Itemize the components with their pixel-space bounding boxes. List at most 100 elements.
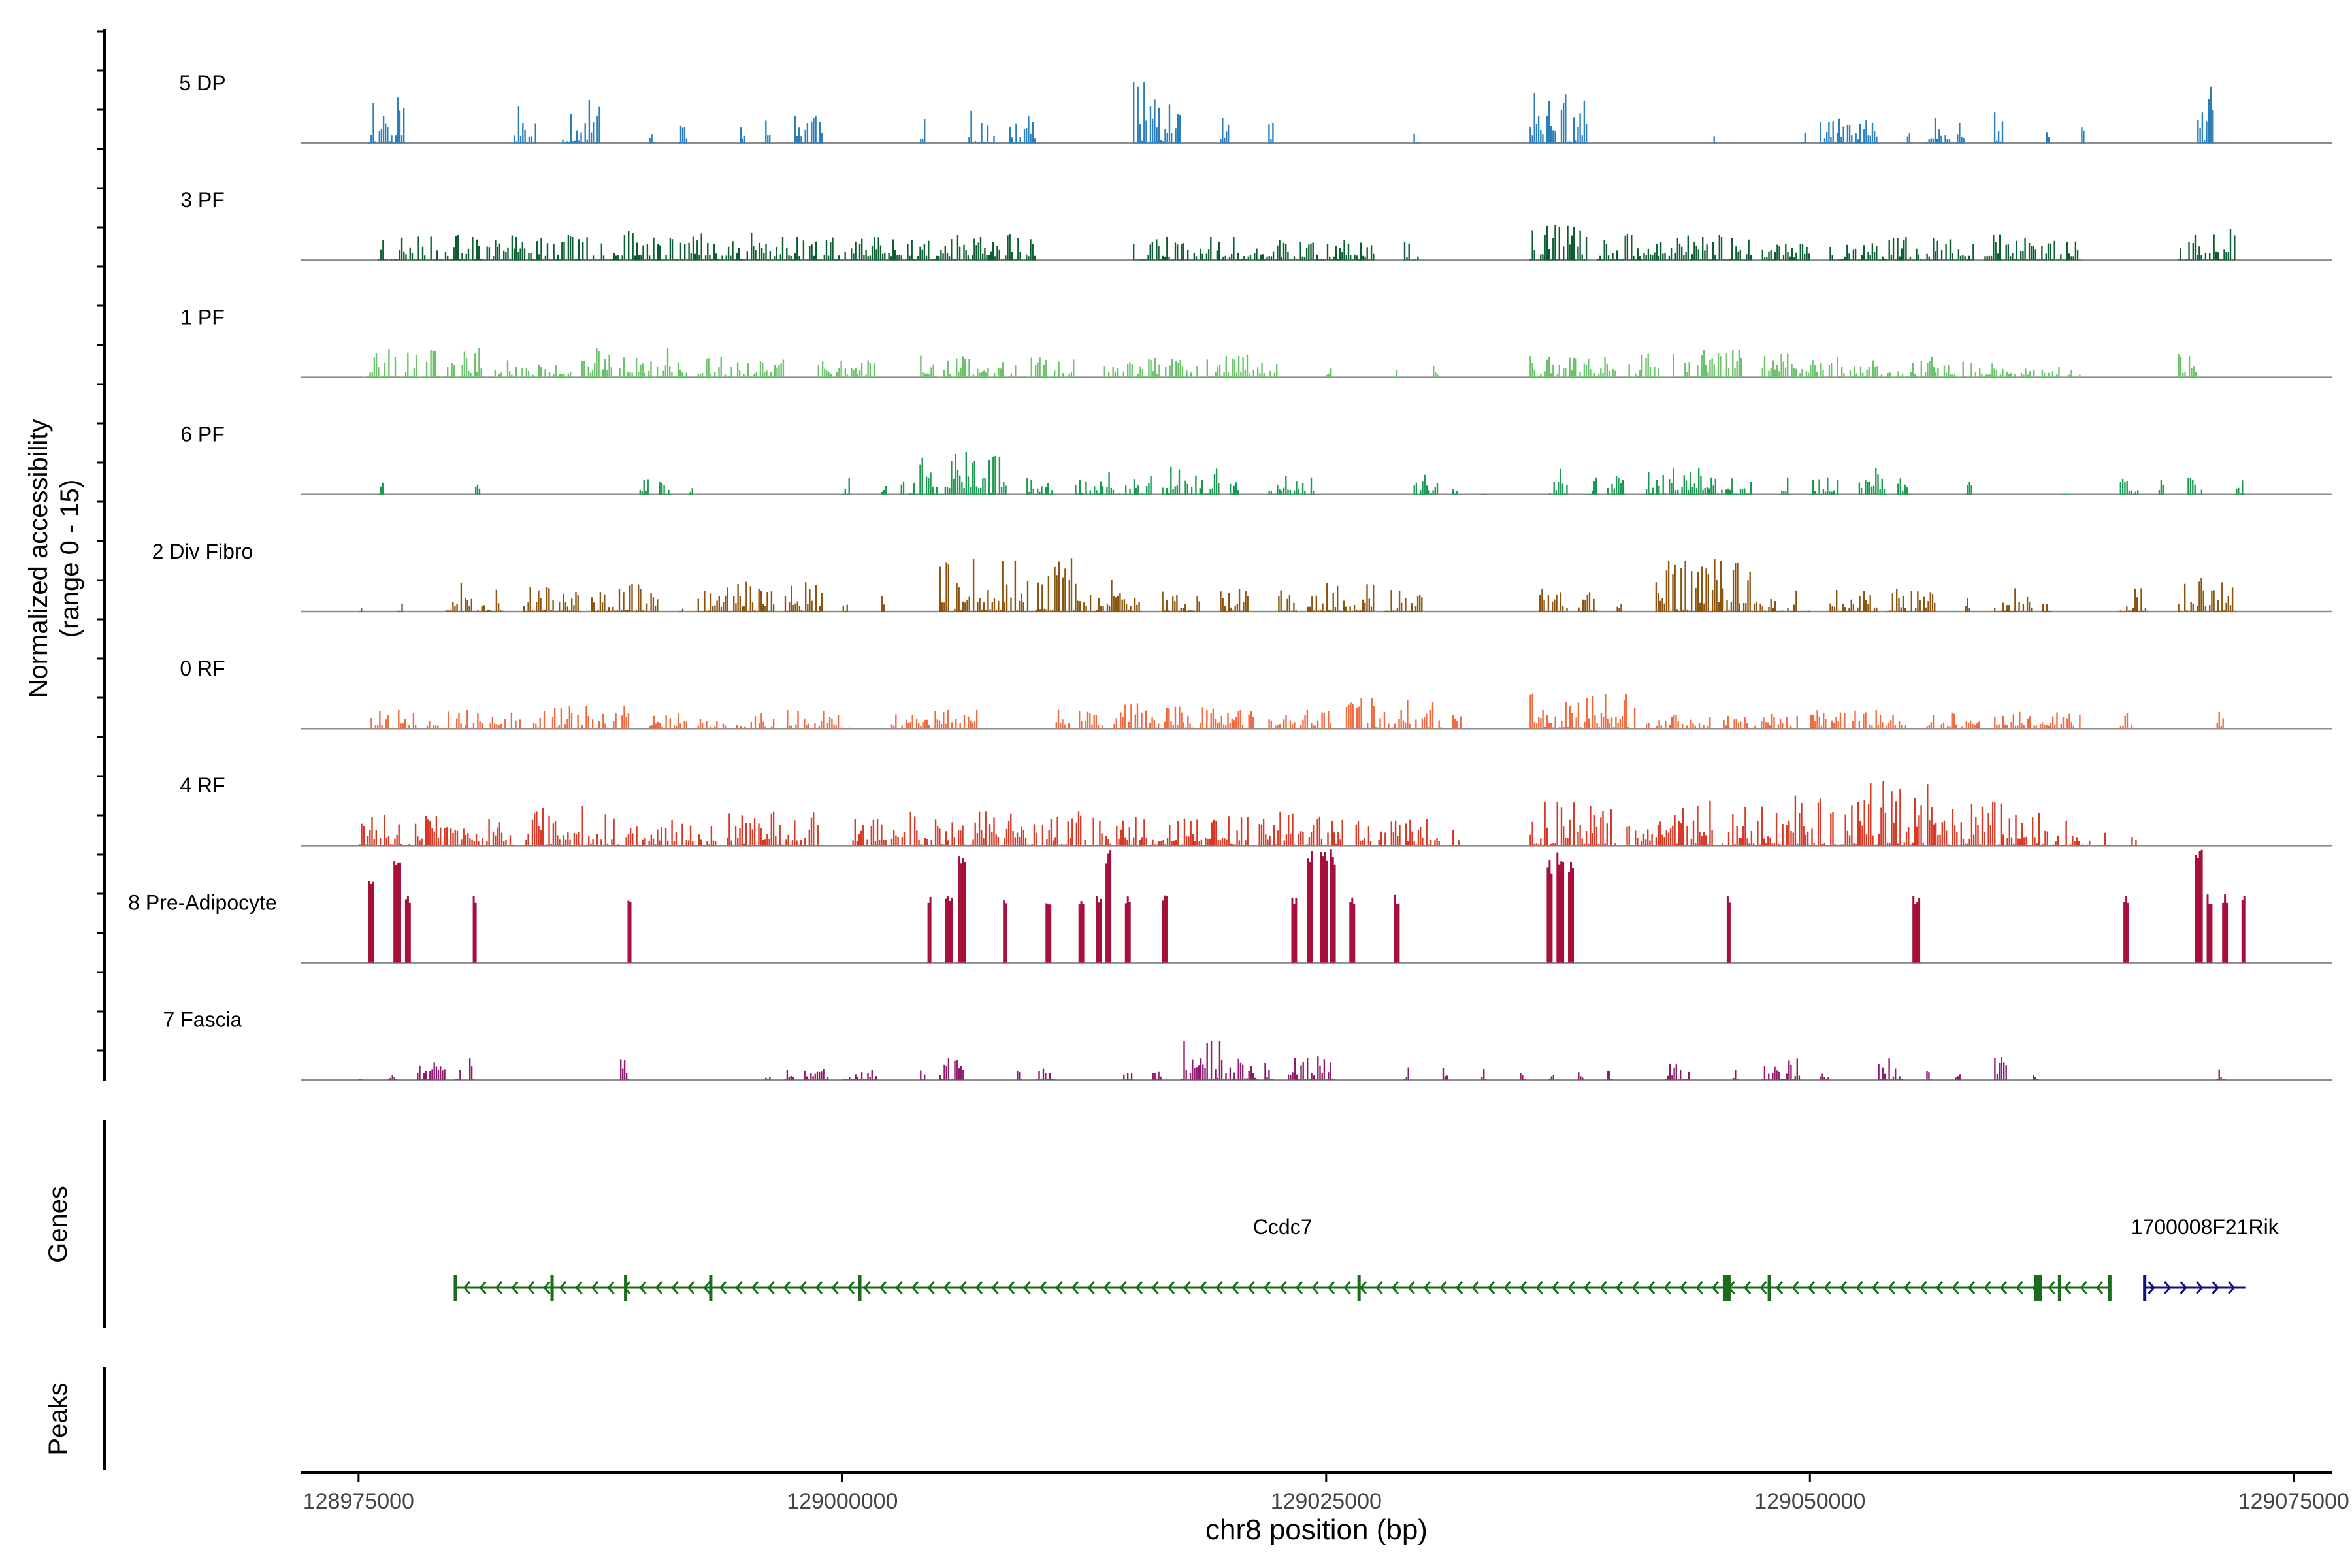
coverage-peak <box>2129 837 2139 846</box>
coverage-peak <box>1868 356 1946 378</box>
coverage-peak <box>736 713 775 729</box>
coverage-peak <box>2100 832 2110 846</box>
coverage-peak <box>1597 234 1752 261</box>
coverage-peak <box>455 1070 461 1080</box>
coverage-peak <box>472 896 477 963</box>
track-label: 7 Fascia <box>163 1008 242 1032</box>
coverage-peak <box>591 583 659 612</box>
coverage-peak <box>1355 819 1443 846</box>
coverage-peak <box>1258 811 1345 846</box>
coverage-peak <box>1578 592 1597 612</box>
gene-exon-thick <box>1722 1275 1731 1301</box>
track-2-div-fibro: 2 Div Fibro <box>152 540 2332 613</box>
coverage-peak <box>794 115 823 144</box>
coverage-peak <box>1529 693 1636 729</box>
coverage-peak <box>1626 353 1674 378</box>
coverage-peak <box>927 896 932 963</box>
coverage-peak <box>1307 583 1375 612</box>
coverage-peak <box>1133 237 1375 261</box>
coverage-peak <box>1761 590 1810 612</box>
coverage-peak <box>958 856 966 963</box>
coverage-peak <box>359 348 484 378</box>
coverage-peak <box>1268 123 1274 144</box>
coverage-peak <box>1045 903 1052 963</box>
coverage-peak <box>900 451 1007 495</box>
coverage-peak <box>697 719 727 729</box>
coverage-peak <box>1529 225 1588 261</box>
coverage-peak <box>784 710 852 729</box>
coverage-peak <box>404 895 411 963</box>
coverage-peak <box>1858 468 1887 495</box>
x-tick-label: 129000000 <box>787 1489 898 1514</box>
coverage-peak <box>1268 476 1316 495</box>
coverage-peak <box>426 710 523 729</box>
coverage-peak <box>1481 493 1487 495</box>
coverage-peak <box>1912 896 1921 963</box>
track-label: 6 PF <box>180 423 225 446</box>
coverage-peak <box>1556 852 1565 963</box>
coverage-peak <box>945 896 953 963</box>
coverage-peak <box>2236 480 2246 495</box>
coverage-peak <box>1568 862 1574 963</box>
coverage-peak <box>1965 598 1970 612</box>
coverage-peak <box>1268 710 1336 729</box>
coverage-peak <box>417 1062 446 1080</box>
coverage-peak <box>1906 133 1912 144</box>
track-label: 8 Pre-Adipocyte <box>128 890 277 914</box>
track-label: 4 RF <box>180 774 225 797</box>
coverage-peak <box>881 596 885 612</box>
coverage-peak <box>939 1058 964 1080</box>
coverage-peak <box>2178 578 2236 612</box>
coverage-peak <box>765 1077 771 1080</box>
coverage-peak <box>1965 482 1972 495</box>
coverage-peak <box>920 1070 926 1080</box>
coverage-peak <box>1078 901 1085 963</box>
coverage-peak <box>1546 860 1553 963</box>
coverage-peak <box>1452 489 1458 495</box>
coverage-peak <box>368 881 374 963</box>
track-0-rf: 0 RF <box>180 657 2332 730</box>
coverage-peak <box>627 900 632 963</box>
coverage-peak <box>1320 852 1328 963</box>
coverage-peak <box>1926 712 1984 729</box>
coverage-peak <box>1578 1072 1584 1080</box>
coverage-peak <box>2061 493 2067 495</box>
coverage-peak <box>1345 698 1443 729</box>
track-6-pf: 6 PF <box>180 423 2332 496</box>
coverage-peak <box>2119 713 2135 729</box>
coverage-peak <box>378 482 385 495</box>
coverage-peak <box>968 110 997 144</box>
coverage-peak <box>581 348 687 378</box>
track-1-pf: 1 PF <box>180 305 2332 378</box>
coverage-peak <box>1026 478 1055 495</box>
coverage-peak <box>1733 1070 1739 1080</box>
coverage-peak <box>1887 589 1936 612</box>
coverage-peak <box>1955 1074 1961 1080</box>
coverage-peak <box>890 811 997 846</box>
coverage-peak <box>1829 590 1878 612</box>
coverage-peak <box>2178 354 2197 378</box>
coverage-peak <box>784 582 823 612</box>
coverage-peak <box>1529 356 1616 378</box>
coverage-peak <box>1781 477 1791 495</box>
coverage-peak <box>1529 93 1588 144</box>
coverage-peak <box>1529 801 1616 846</box>
coverage-peak <box>1264 1063 1274 1080</box>
coverage-peak <box>1200 816 1249 846</box>
coverage-peak <box>1133 82 1181 144</box>
coverage-peak <box>359 608 363 612</box>
coverage-peak <box>1230 482 1239 495</box>
coverage-peak <box>649 713 687 729</box>
x-tick-label: 129075000 <box>2238 1489 2349 1514</box>
coverage-peak <box>1481 1069 1487 1080</box>
track-4-rf: 4 RF <box>180 774 2332 847</box>
gene-label: Ccdc7 <box>1253 1215 1313 1239</box>
coverage-peak <box>890 710 978 729</box>
coverage-tracks: 5 DP 3 PF 1 PF 6 PF 2 Div Fibro 0 RF 4 RF 8 Pre… <box>128 71 2332 1081</box>
coverage-peak <box>2042 820 2091 846</box>
coverage-peak <box>1413 133 1419 144</box>
coverage-peak <box>1007 116 1036 144</box>
coverage-peak <box>852 819 890 846</box>
coverage-peak <box>1113 703 1258 729</box>
coverage-peak <box>1003 900 1007 963</box>
